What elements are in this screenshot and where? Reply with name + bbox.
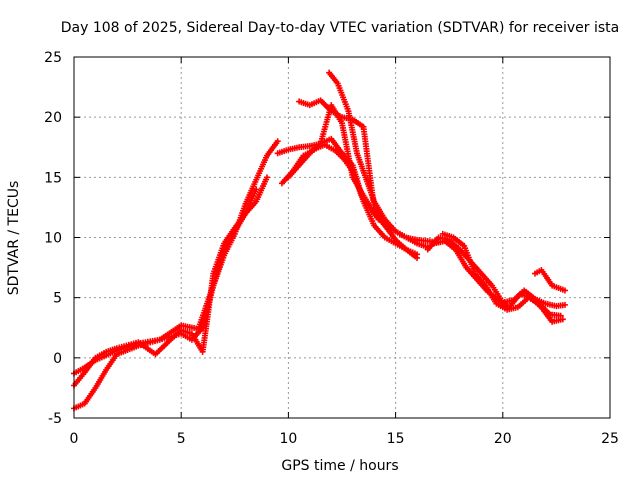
x-tick-label: 0 — [70, 431, 79, 447]
axis-ticks: 0 5 10 15 20 25 -5 0 5 10 15 20 25 — [44, 50, 619, 447]
series-track-8 — [278, 141, 382, 223]
data-point-marker — [414, 251, 421, 258]
x-tick-label: 25 — [601, 431, 619, 447]
series-track-12 — [531, 266, 568, 294]
y-tick-label: -5 — [48, 411, 62, 427]
y-tick-label: 5 — [53, 291, 62, 307]
y-axis-title: SDTVAR / TECUs — [6, 181, 22, 296]
data-point-marker — [274, 138, 281, 145]
series-track-2 — [71, 186, 260, 412]
y-tick-label: 10 — [44, 231, 62, 247]
data-point-marker — [561, 287, 568, 294]
data-point-marker — [263, 174, 270, 181]
data-point-marker — [375, 216, 382, 223]
y-tick-label: 20 — [44, 110, 62, 126]
x-tick-label: 10 — [279, 431, 297, 447]
chart-title: Day 108 of 2025, Sidereal Day-to-day VTE… — [61, 20, 619, 36]
data-point-marker — [253, 186, 260, 193]
data-point-marker — [557, 312, 564, 319]
y-tick-label: 25 — [44, 50, 62, 66]
series-track-11 — [439, 230, 564, 319]
x-tick-label: 5 — [177, 431, 186, 447]
series-track-7 — [326, 69, 442, 246]
data-point-marker — [559, 316, 566, 323]
y-tick-label: 15 — [44, 170, 62, 186]
y-tick-label: 0 — [53, 351, 62, 367]
data-point-marker — [561, 301, 568, 308]
x-axis-title: GPS time / hours — [281, 458, 398, 474]
series-track-1 — [71, 138, 281, 377]
x-tick-label: 15 — [387, 431, 405, 447]
x-tick-label: 20 — [494, 431, 512, 447]
series-track-3 — [71, 174, 270, 389]
grid-lines — [74, 57, 610, 418]
data-series — [71, 69, 568, 412]
